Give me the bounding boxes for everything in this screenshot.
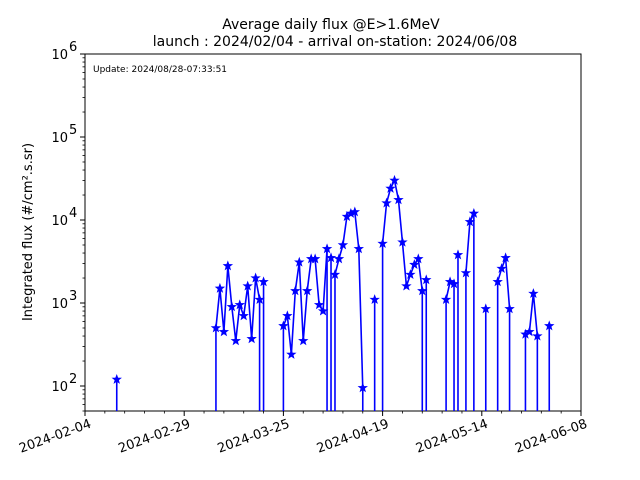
data-point-star [230, 335, 241, 346]
y-tick-exponent: 2 [69, 372, 77, 387]
data-point-star [321, 243, 333, 254]
data-point-star [325, 252, 337, 263]
data-point-star [504, 303, 515, 314]
data-point-star [317, 305, 329, 316]
y-tick-exponent: 6 [69, 40, 77, 55]
y-tick-exponent: 4 [69, 206, 77, 221]
data-point-star [278, 320, 289, 331]
data-point-star [329, 269, 341, 280]
data-point-star [301, 285, 313, 296]
flux-series [111, 174, 555, 411]
data-point-star [250, 272, 261, 283]
y-tick-exponent: 3 [69, 289, 77, 304]
data-point-star [500, 252, 511, 263]
update-annotation: Update: 2024/08/28-07:33:51 [93, 65, 227, 75]
y-tick-label: 10 [51, 131, 68, 146]
data-point-star [405, 269, 416, 280]
data-point-star [440, 294, 452, 305]
data-point-star [413, 253, 424, 264]
data-point-star [258, 276, 269, 287]
data-point-star [313, 299, 325, 310]
data-point-star [480, 303, 491, 314]
series-line [215, 265, 261, 342]
data-point-star [389, 174, 400, 185]
data-point-star [218, 326, 230, 337]
data-point-star [111, 373, 122, 384]
data-point-star [381, 197, 392, 208]
chart-title: Average daily flux @E>1.6MeV [222, 17, 440, 33]
y-tick-exponent: 5 [69, 123, 77, 138]
data-point-star [369, 294, 380, 305]
y-tick-label: 10 [51, 380, 68, 395]
data-point-star [496, 263, 507, 273]
data-point-star [385, 182, 396, 193]
series-line [496, 257, 511, 309]
data-point-star [234, 299, 245, 310]
data-point-star [294, 256, 305, 267]
data-point-star [524, 326, 535, 337]
data-point-star [222, 260, 234, 271]
data-point-star [298, 335, 309, 346]
data-point-star [492, 276, 503, 287]
data-point-star [337, 239, 349, 250]
data-point-star [460, 267, 472, 278]
data-point-star [246, 333, 257, 344]
data-point-star [377, 238, 388, 249]
data-point-star [353, 243, 365, 254]
chart-subtitle: launch : 2024/02/04 - arrival on-station… [153, 34, 518, 50]
y-axis-label: Integrated flux (#/cm².s.sr) [21, 143, 36, 321]
data-point-star [421, 274, 432, 285]
y-tick-label: 10 [51, 214, 68, 229]
data-point-star [401, 280, 412, 291]
data-point-star [357, 382, 368, 393]
data-point-star [393, 194, 404, 205]
data-point-star [452, 249, 464, 260]
data-point-star [464, 216, 476, 227]
data-point-star [282, 310, 293, 321]
data-point-star [286, 348, 297, 359]
data-point-star [290, 285, 301, 296]
data-point-star [210, 322, 222, 333]
data-point-star [226, 301, 238, 312]
y-tick-label: 10 [51, 297, 68, 312]
data-point-star [532, 330, 543, 341]
data-point-star [528, 288, 539, 298]
data-point-star [397, 236, 408, 247]
data-point-star [409, 259, 420, 270]
y-tick-label: 10 [51, 48, 68, 63]
data-point-star [349, 206, 361, 217]
data-point-star [214, 282, 226, 293]
data-point-star [242, 280, 253, 291]
data-point-star [333, 253, 345, 264]
data-point-star [468, 207, 480, 218]
data-point-star [309, 253, 321, 264]
data-point-star [238, 310, 249, 321]
data-point-star [544, 320, 555, 331]
